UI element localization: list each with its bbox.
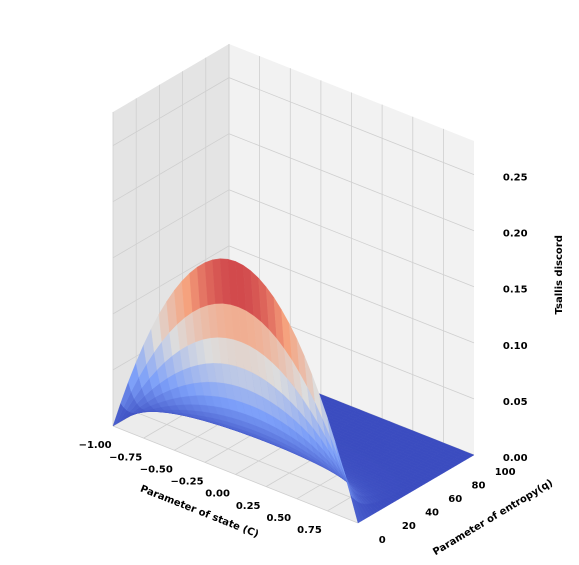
z-axis-label: Tsallis discord <box>554 235 565 314</box>
grid-line-z <box>228 245 475 344</box>
grid-line-z <box>112 245 230 315</box>
y-tick-label: 80 <box>472 480 486 491</box>
x-tick-label: 0.00 <box>205 489 230 500</box>
x-tick-label: −1.00 <box>79 440 112 451</box>
x-tick-label: 0.25 <box>236 501 261 512</box>
grid-line-y <box>136 412 382 510</box>
grid-line-z <box>228 189 475 288</box>
x-tick-label: 0.75 <box>297 525 322 536</box>
grid-line-z <box>112 133 230 203</box>
x-tick-label: −0.50 <box>140 464 173 475</box>
z-tick-label: 0.05 <box>503 397 528 408</box>
y-tick-label: 20 <box>402 521 416 532</box>
z-tick-label: 0.00 <box>503 453 528 464</box>
y-tick-label: 0 <box>379 535 386 546</box>
x-tick-label: −0.75 <box>109 452 142 463</box>
tick-labels: −1.00−0.75−0.50−0.250.000.250.500.750204… <box>79 173 528 546</box>
y-axis-label: Parameter of entropy(q) <box>431 478 555 558</box>
grid-line-z <box>112 189 230 259</box>
grid-line-y <box>112 425 359 524</box>
x-tick-label: 0.50 <box>266 513 291 524</box>
grid-line-z <box>228 133 475 232</box>
x-tick-label: −0.25 <box>170 477 203 488</box>
x-axis-label: Parameter of state (C) <box>139 484 261 541</box>
surface-mesh <box>112 258 475 524</box>
grid-line-z <box>228 77 475 175</box>
grid-line-z <box>112 77 230 146</box>
z-tick-label: 0.10 <box>503 341 528 352</box>
z-tick-label: 0.25 <box>503 173 528 184</box>
y-tick-label: 100 <box>495 467 516 478</box>
surface-patch <box>334 441 346 477</box>
z-tick-label: 0.20 <box>503 229 528 240</box>
y-tick-label: 40 <box>425 508 439 519</box>
z-tick-label: 0.15 <box>503 285 528 296</box>
y-tick-label: 60 <box>448 494 462 505</box>
